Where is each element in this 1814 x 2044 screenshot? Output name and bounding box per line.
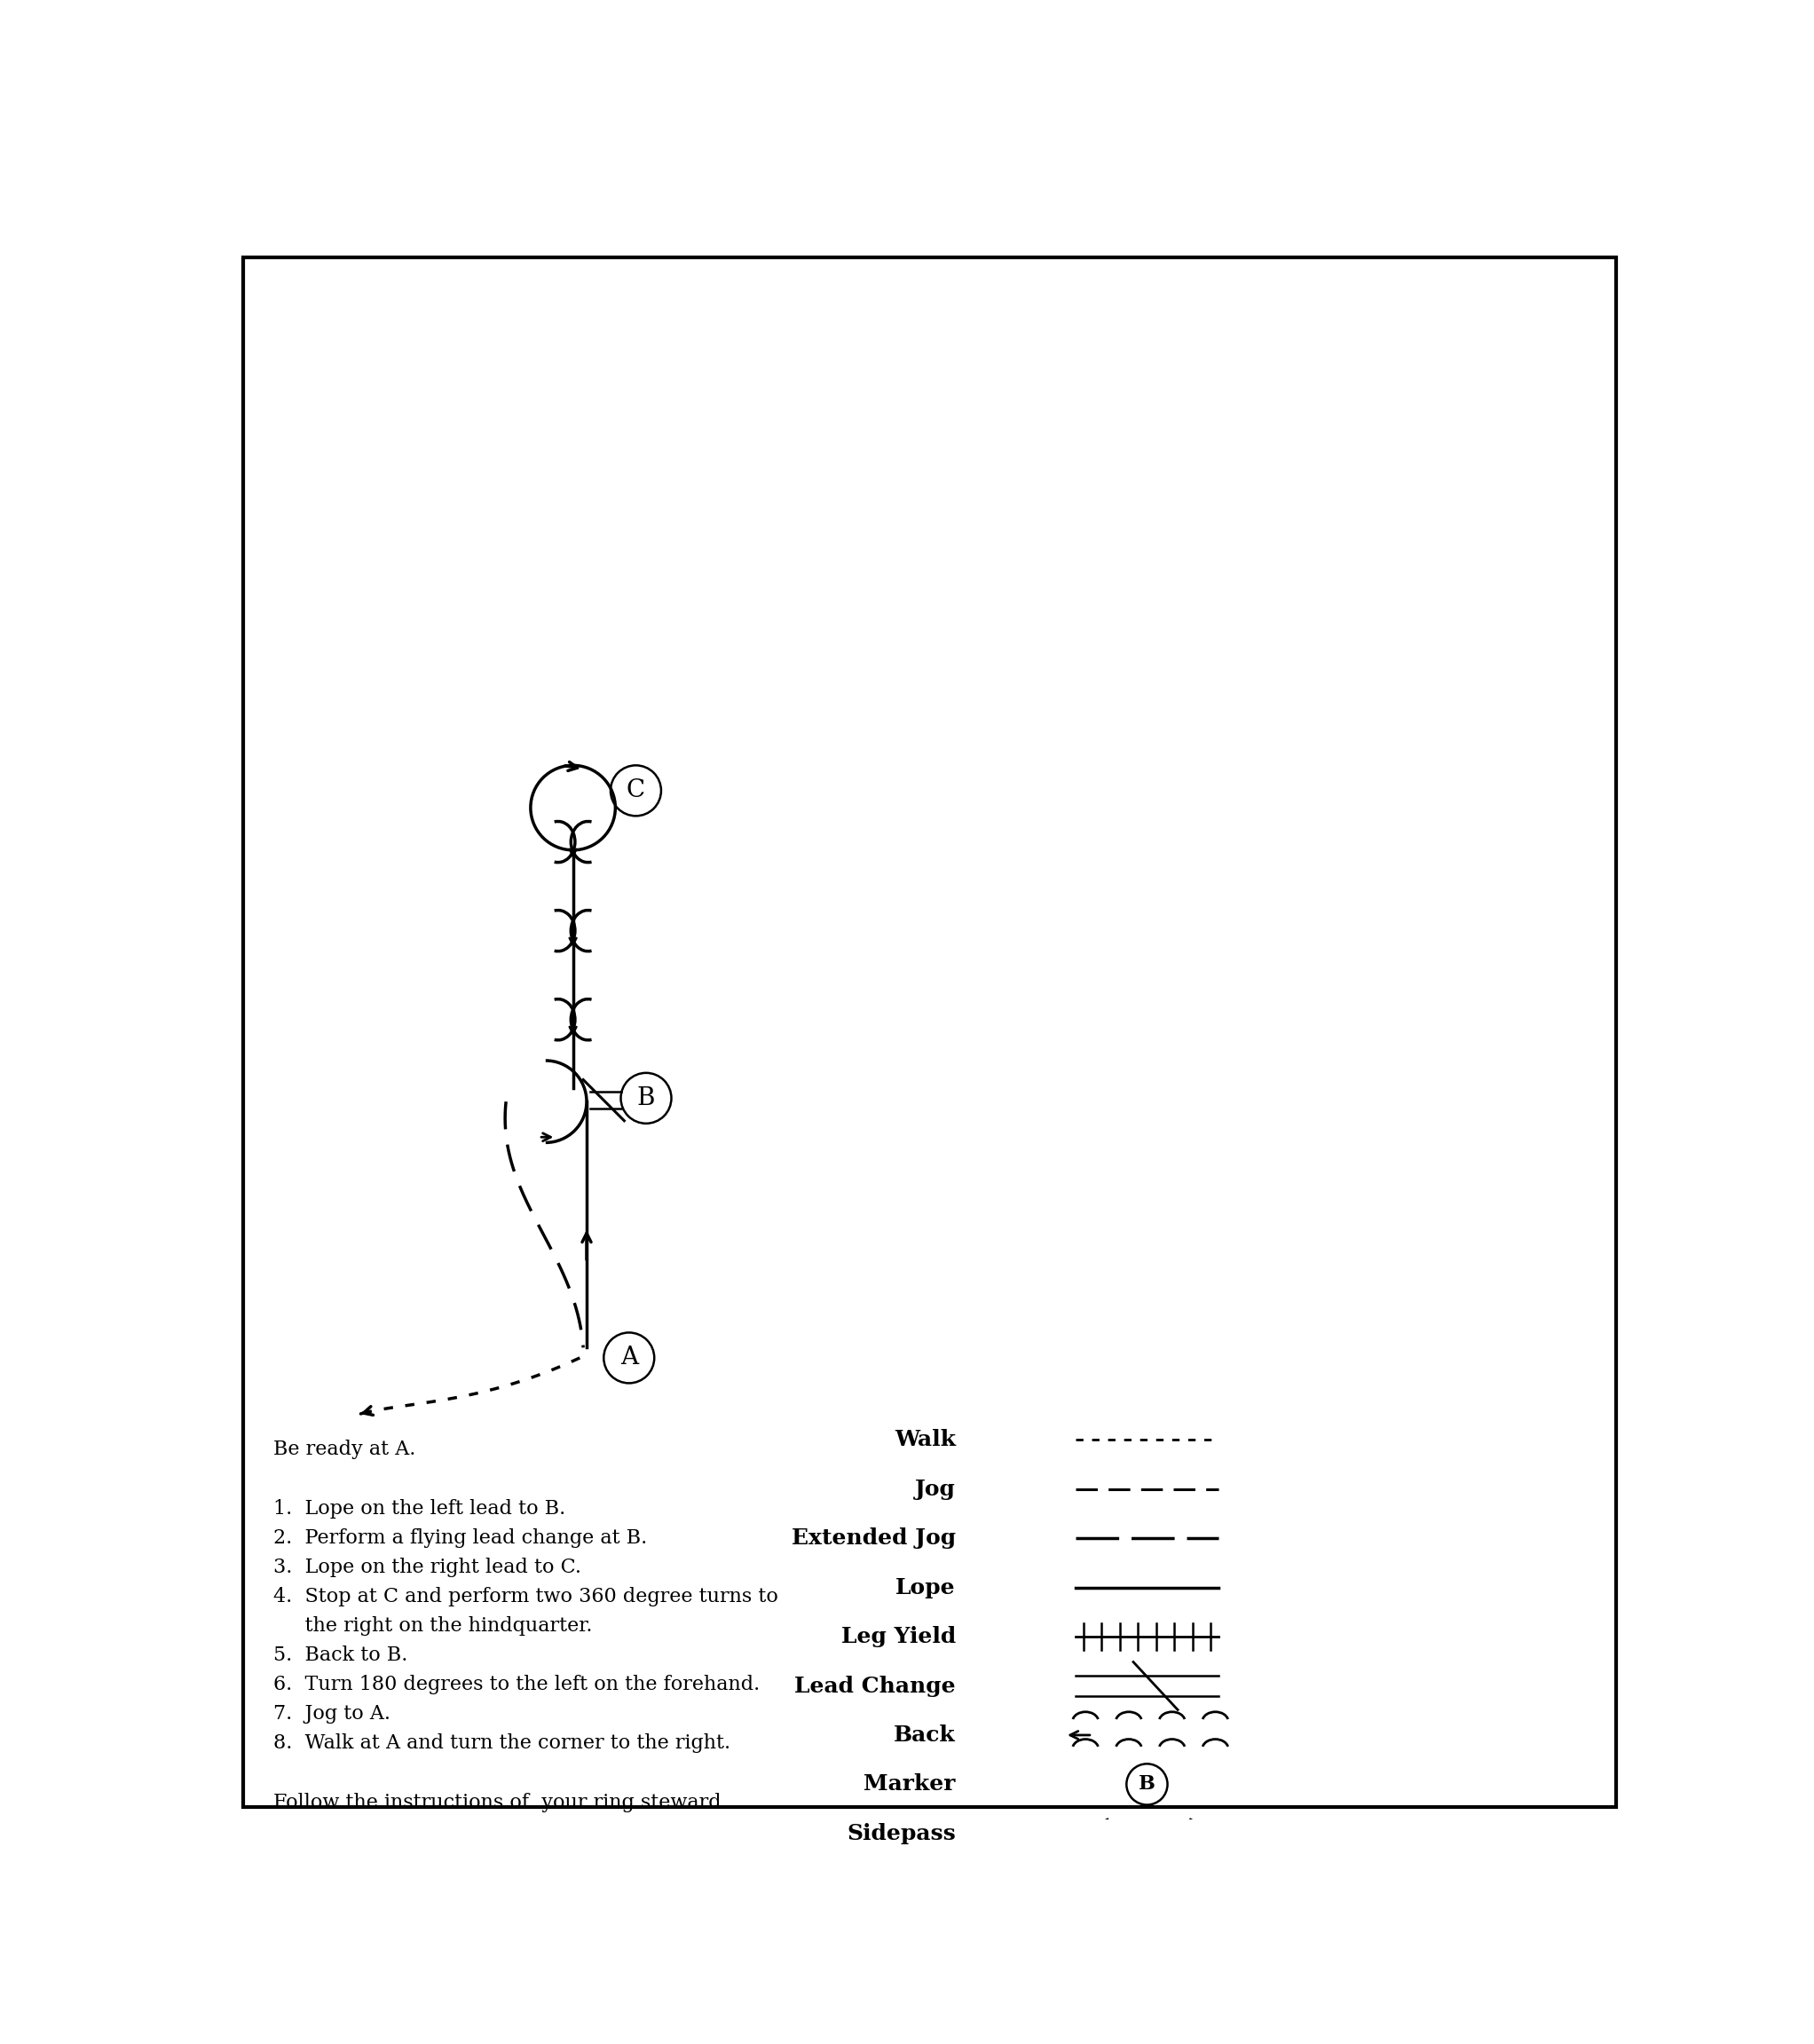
Text: Back: Back [894, 1725, 956, 1746]
Text: Be ready at A.: Be ready at A. [274, 1439, 415, 1459]
Text: 5.  Back to B.: 5. Back to B. [274, 1645, 408, 1666]
Text: Extended Jog: Extended Jog [791, 1527, 956, 1549]
Text: 1.  Lope on the left lead to B.: 1. Lope on the left lead to B. [274, 1498, 566, 1519]
Text: Walk: Walk [894, 1429, 956, 1451]
Polygon shape [1190, 1819, 1215, 1848]
Text: B: B [1139, 1774, 1156, 1795]
Text: Sidepass: Sidepass [847, 1823, 956, 1844]
Text: Jog: Jog [914, 1478, 956, 1500]
Text: B: B [637, 1085, 655, 1110]
Text: Lead Change: Lead Change [795, 1676, 956, 1697]
Text: C: C [626, 779, 646, 803]
Text: Leg Yield: Leg Yield [842, 1627, 956, 1647]
Text: Marker: Marker [863, 1774, 956, 1795]
Text: 2.  Perform a flying lead change at B.: 2. Perform a flying lead change at B. [274, 1529, 648, 1547]
Text: Lope: Lope [896, 1576, 956, 1598]
Text: 6.  Turn 180 degrees to the left on the forehand.: 6. Turn 180 degrees to the left on the f… [274, 1674, 760, 1694]
Text: 8.  Walk at A and turn the corner to the right.: 8. Walk at A and turn the corner to the … [274, 1733, 731, 1754]
Text: 7.  Jog to A.: 7. Jog to A. [274, 1705, 390, 1723]
Text: Follow the instructions of  your ring steward.: Follow the instructions of your ring ste… [274, 1793, 727, 1813]
Polygon shape [1079, 1819, 1108, 1848]
Text: 3.  Lope on the right lead to C.: 3. Lope on the right lead to C. [274, 1558, 582, 1576]
Text: A: A [620, 1345, 639, 1369]
Text: 4.  Stop at C and perform two 360 degree turns to: 4. Stop at C and perform two 360 degree … [274, 1586, 778, 1607]
Text: the right on the hindquarter.: the right on the hindquarter. [274, 1617, 593, 1635]
